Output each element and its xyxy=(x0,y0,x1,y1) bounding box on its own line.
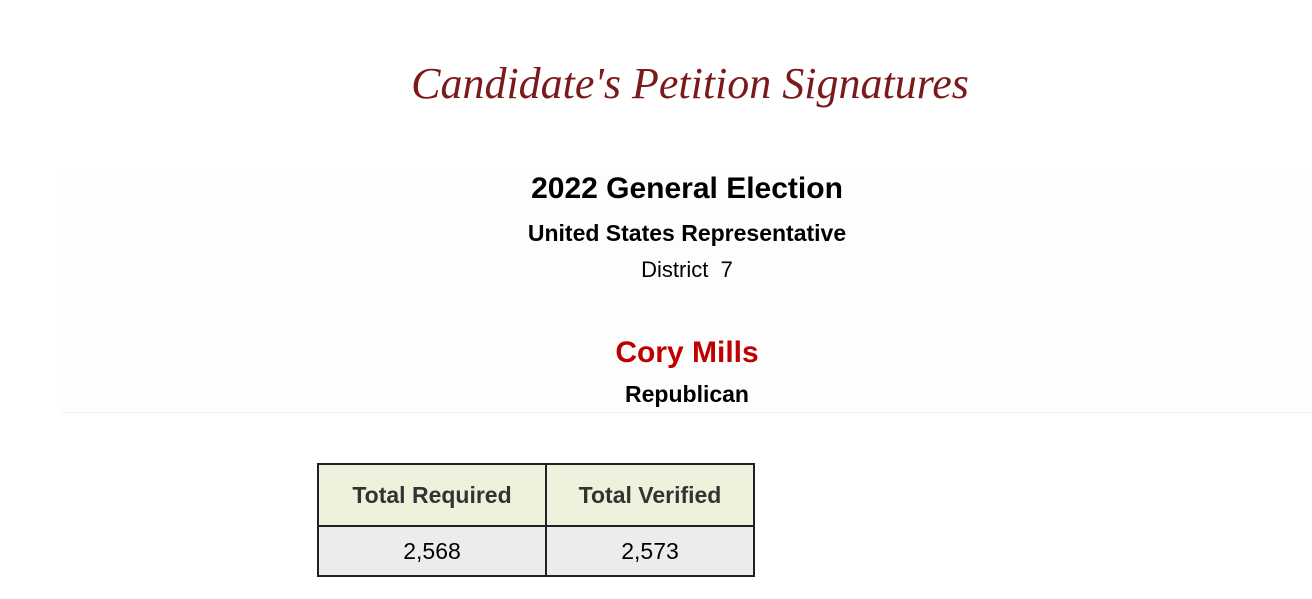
party: Republican xyxy=(625,381,749,407)
candidate-name: Cory Mills xyxy=(615,336,759,369)
header-row: Total Required Total Verified xyxy=(317,463,755,527)
info-panel xyxy=(62,168,1312,413)
cell: 2,568 xyxy=(317,525,547,577)
header-cell: Total Required xyxy=(317,463,547,527)
election-name: 2022 General Election xyxy=(531,172,843,205)
data-row: 2,568 2,573 xyxy=(317,525,755,577)
office: United States Representative xyxy=(527,220,847,246)
header-cell: Total Verified xyxy=(545,463,755,527)
cell: 2,573 xyxy=(545,525,755,577)
district: District 7 xyxy=(641,257,733,282)
signature-table: Total Required Total Verified 2,568 2,57… xyxy=(317,463,755,577)
page-title: Candidate's Petition Signatures xyxy=(411,59,969,108)
